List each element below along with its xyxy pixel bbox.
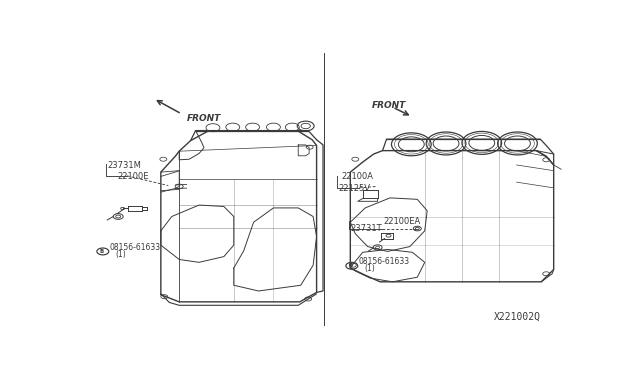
Text: 22125V: 22125V — [338, 184, 370, 193]
Text: 08156-61633: 08156-61633 — [359, 257, 410, 266]
Text: 23731M: 23731M — [108, 161, 141, 170]
Text: 22100EA: 22100EA — [383, 217, 421, 226]
Text: FRONT: FRONT — [372, 101, 406, 110]
Text: (1): (1) — [365, 264, 376, 273]
Text: B: B — [99, 248, 104, 254]
Text: B: B — [348, 263, 353, 268]
Text: (1): (1) — [116, 250, 127, 259]
Text: 22100E: 22100E — [117, 172, 148, 181]
Text: FRONT: FRONT — [187, 113, 221, 122]
Text: 08156-61633: 08156-61633 — [110, 243, 161, 252]
Text: X221002Q: X221002Q — [494, 312, 541, 322]
Text: 22100A: 22100A — [342, 172, 374, 181]
Text: 23731T: 23731T — [350, 224, 382, 233]
